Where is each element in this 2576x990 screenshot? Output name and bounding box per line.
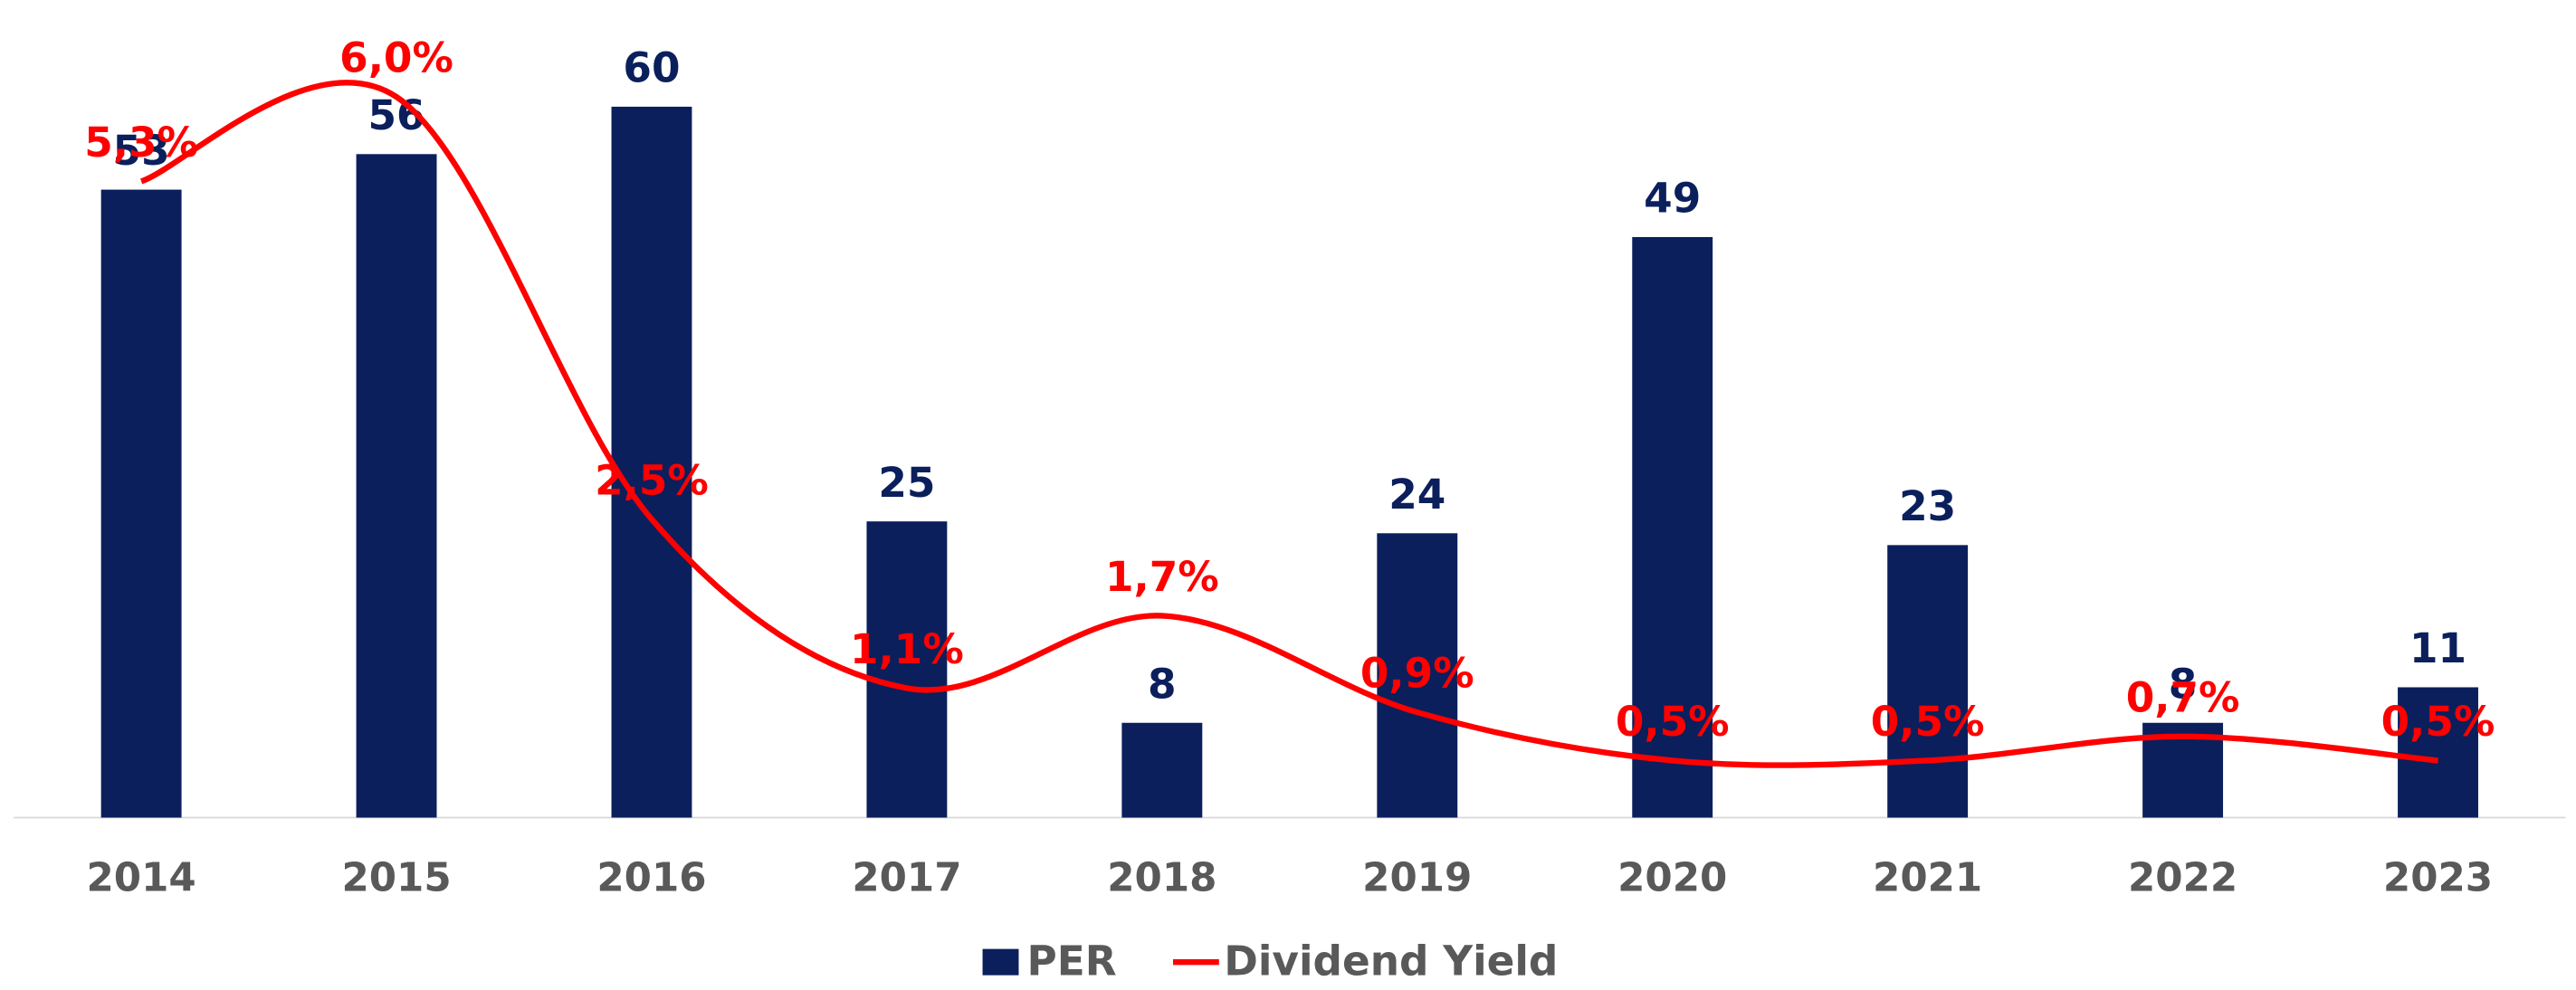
legend-label: Dividend Yield [1224,937,1558,985]
bar [100,189,182,818]
bar [1377,533,1458,818]
bar-label: 53 [113,127,170,175]
bar-label: 23 [1899,482,1956,530]
x-tick-label: 2017 [852,855,961,900]
bar-label: 8 [2169,660,2198,708]
bar [356,154,437,818]
data-label: 0,9% [1360,650,1474,698]
data-label: 0,5% [1616,698,1730,746]
x-tick-label: 2020 [1617,855,1727,900]
data-label: 0,5% [2381,698,2495,746]
bar [1887,545,1969,818]
bar [611,106,692,818]
data-label: 6,0% [339,34,453,82]
x-tick-label: 2016 [596,855,706,900]
data-label: 2,5% [595,456,709,504]
x-tick-label: 2022 [2128,855,2237,900]
bar-label: 60 [623,44,680,92]
x-tick-label: 2014 [87,855,196,900]
bar-label: 8 [1148,660,1177,708]
bar [866,521,948,818]
legend-label: PER [1027,937,1117,985]
x-tick-label: 2018 [1107,855,1216,900]
data-label: 5,3% [84,119,198,167]
bar [1632,236,1713,818]
x-tick-label: 2023 [2383,855,2493,900]
bar-label: 25 [878,459,935,507]
legend-swatch [982,948,1019,976]
bar-label: 11 [2409,624,2466,672]
line [140,80,2438,768]
data-label: 1,7% [1105,553,1219,601]
bar-label: 49 [1644,175,1701,223]
x-tick-label: 2021 [1873,855,1982,900]
data-label: 0,5% [1871,698,1985,746]
data-label: 1,1% [850,625,964,673]
x-tick-label: 2015 [341,855,451,900]
bar [1121,722,1203,818]
x-tick-label: 2019 [1362,855,1472,900]
data-label: 0,7% [2126,673,2240,721]
bar [2398,687,2478,818]
bar-label: 24 [1388,471,1445,519]
